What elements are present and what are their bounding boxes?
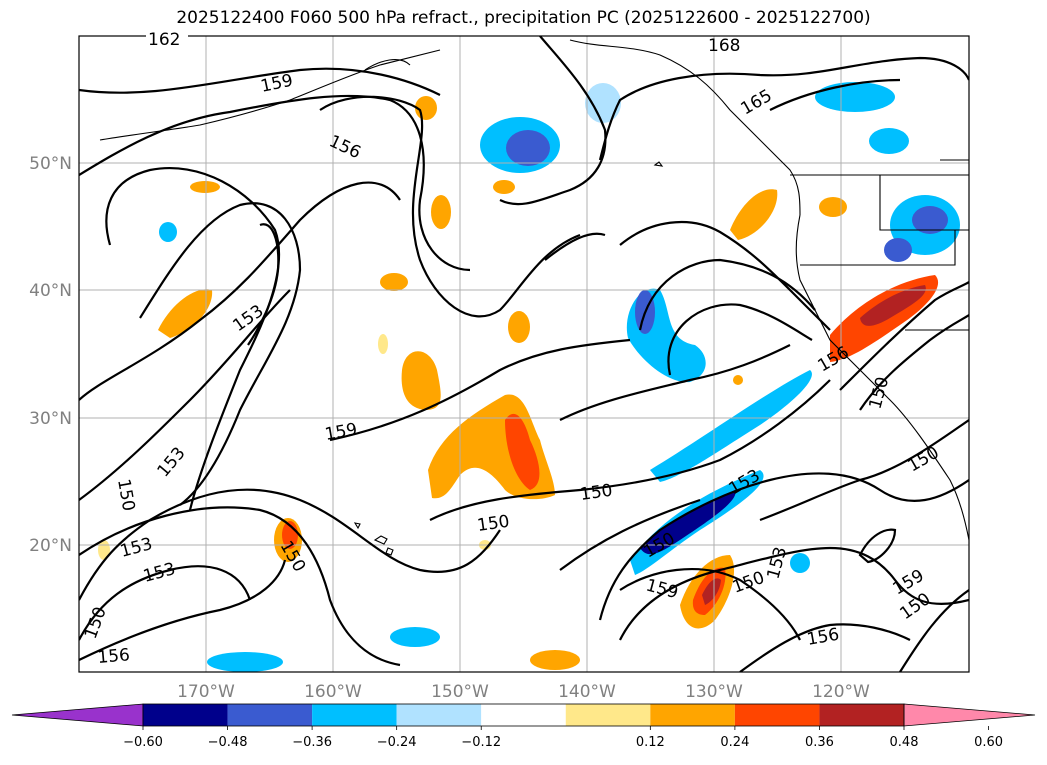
colorbar-tick-label: −0.12 <box>461 735 501 750</box>
lat-label: 40°N <box>29 281 72 301</box>
lat-label: 20°N <box>29 536 72 556</box>
colorbar-extend-high <box>903 703 1036 727</box>
lon-label: 140°W <box>558 682 616 702</box>
precip-neg-region <box>506 130 550 166</box>
precip-pos-region <box>819 197 847 217</box>
contour-label: 150 <box>579 481 614 505</box>
precip-pos-region <box>860 285 926 326</box>
precip-neg-region <box>640 490 736 555</box>
precip-pos-region <box>508 311 530 343</box>
colorbar-segment <box>819 704 904 726</box>
contour-label: 162 <box>148 30 180 50</box>
colorbar-tick-label: −0.36 <box>292 735 332 750</box>
colorbar-tick-label: −0.48 <box>208 735 248 750</box>
precip-fills <box>98 82 960 672</box>
precip-pos-region <box>530 650 580 670</box>
colorbar-extend-low <box>11 703 144 727</box>
precip-neg-region <box>884 238 912 262</box>
precip-pos-region <box>190 181 220 193</box>
colorbar-segment <box>396 704 482 726</box>
colorbar-tick-label: 0.24 <box>720 735 749 750</box>
colorbar-segment <box>565 704 651 726</box>
colorbar-tick-label: 0.12 <box>636 735 665 750</box>
colorbar-tick-label: −0.60 <box>123 735 163 750</box>
contour-label: 168 <box>708 36 740 56</box>
precip-pos-region <box>378 334 388 354</box>
precip-pos-region <box>505 413 540 490</box>
map-frame <box>78 35 970 673</box>
precip-pos-region <box>730 189 778 240</box>
latitude-labels: 50°N 40°N 30°N 20°N <box>29 154 72 556</box>
lat-label: 30°N <box>29 409 72 429</box>
precip-neg-region <box>585 83 621 123</box>
colorbar-segment <box>734 704 820 726</box>
precip-neg-region <box>207 652 283 672</box>
precip-pos-region <box>733 375 743 385</box>
contour-label: 150 <box>476 512 511 536</box>
colorbar-segment <box>650 704 735 726</box>
colorbar-segment <box>312 704 397 726</box>
lon-label: 170°W <box>177 682 235 702</box>
precip-pos-region <box>158 289 213 338</box>
colorbar-segment <box>481 704 566 726</box>
colorbar-tick-label: 0.60 <box>974 735 1003 750</box>
colorbar-tick-label: 0.36 <box>805 735 834 750</box>
lon-label: 130°W <box>685 682 743 702</box>
precip-pos-region <box>431 195 451 229</box>
lat-label: 50°N <box>29 154 72 174</box>
colorbar: −0.60 −0.48 −0.36 −0.24 −0.12 0.12 0.24 0.36 0.4… <box>11 703 1036 750</box>
colorbar-segment <box>227 704 313 726</box>
colorbar-outline <box>142 703 905 727</box>
longitude-labels: 170°W 160°W 150°W 140°W 130°W 120°W <box>177 682 870 702</box>
precip-neg-region <box>390 627 440 647</box>
precip-pos-region <box>380 273 408 291</box>
colorbar-tick-label: 0.48 <box>890 735 919 750</box>
precip-neg-region <box>815 82 895 112</box>
colorbar-segment <box>143 704 228 726</box>
lon-label: 160°W <box>304 682 362 702</box>
lon-label: 120°W <box>812 682 870 702</box>
precip-pos-region <box>401 351 441 410</box>
precip-pos-region <box>493 180 515 194</box>
precip-neg-region <box>159 222 177 242</box>
precip-neg-region <box>912 206 948 234</box>
precip-neg-region <box>650 370 812 482</box>
lon-label: 150°W <box>431 682 489 702</box>
precip-neg-region <box>869 128 909 154</box>
map-title: 2025122400 F060 500 hPa refract., precip… <box>176 8 871 28</box>
colorbar-tick-label: −0.24 <box>377 735 417 750</box>
precip-pos-region <box>702 578 721 605</box>
precip-neg-region <box>790 553 810 573</box>
contour-label: 156 <box>97 645 131 668</box>
refractivity-contours <box>79 36 969 672</box>
